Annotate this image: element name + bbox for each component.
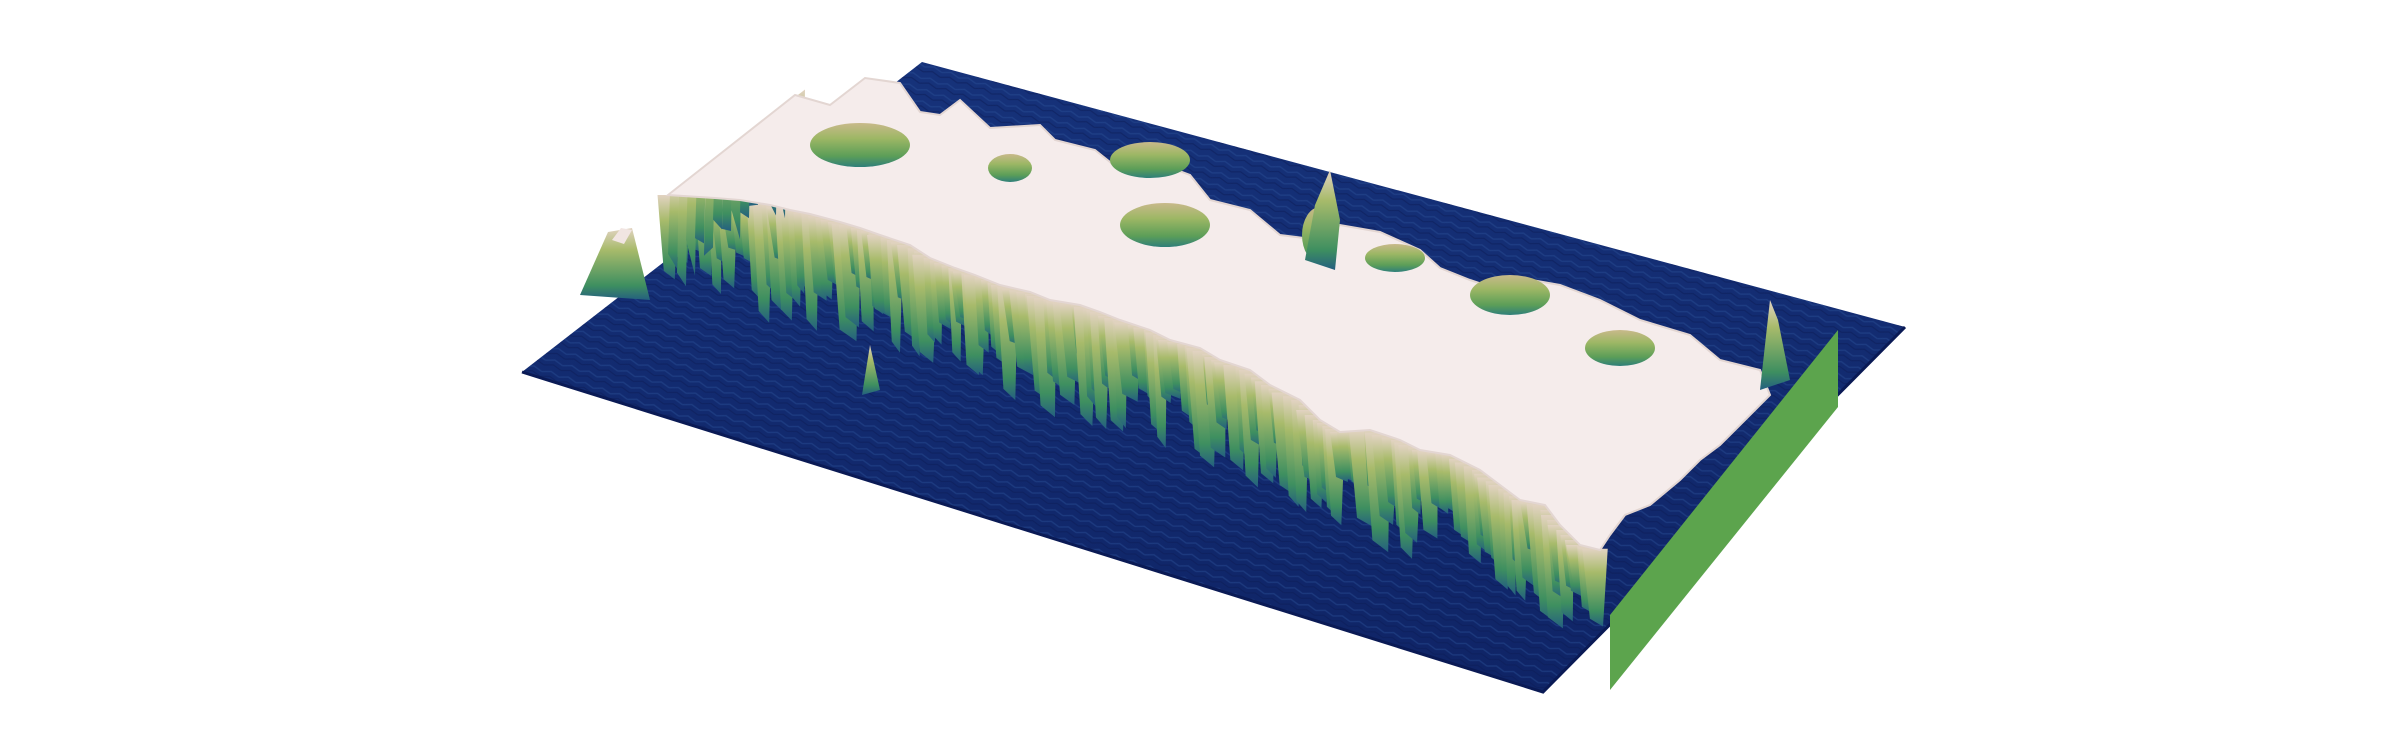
cliff-spike: [677, 179, 688, 287]
cliff-spike: [686, 172, 697, 276]
isolated-peaks: [580, 170, 1790, 395]
cliff-spike: [1582, 548, 1608, 627]
cliff-spike: [668, 186, 679, 269]
plateau-pits: [810, 123, 1655, 366]
side-wall: [1610, 330, 1838, 690]
